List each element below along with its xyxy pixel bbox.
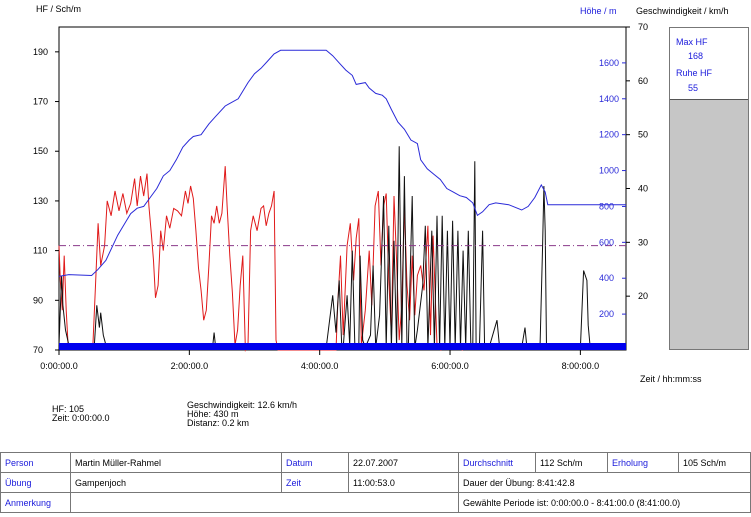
hoehe-tick-label: 600 (599, 237, 614, 247)
hf-tick-label: 70 (33, 345, 43, 355)
time-tick-label: 8:00:00.0 (562, 361, 600, 371)
ruhe-hf-value: 55 (688, 83, 699, 93)
table-row: Person Martin Müller-Rahmel Datum 22.07.… (0, 452, 751, 473)
hoehe-tick-label: 1600 (599, 58, 619, 68)
person-value[interactable]: Martin Müller-Rahmel (70, 452, 282, 473)
series-line-0 (58, 166, 464, 352)
hf-tick-label: 130 (33, 196, 48, 206)
time-tick-label: 0:00:00.0 (40, 361, 78, 371)
speed-tick-label: 40 (638, 184, 648, 194)
readout-zeit: Zeit: 0:00:00.0 (52, 413, 110, 423)
person-label: Person (0, 452, 71, 473)
speed-tick-label: 20 (638, 291, 648, 301)
readout-speed: Geschwindigkeit: 12.6 km/h (187, 400, 298, 410)
table-row: Anmerkung Gewählte Periode ist: 0:00:00.… (0, 492, 751, 513)
zeit-label: Zeit (281, 472, 349, 493)
hoehe-axis-label: Höhe / m (580, 6, 617, 16)
table-row: Übung Gampenjoch Zeit 11:00:53.0 Dauer d… (0, 472, 751, 493)
readout-distanz: Distanz: 0.2 km (187, 418, 250, 428)
speed-tick-label: 60 (638, 76, 648, 86)
datum-value[interactable]: 22.07.2007 (348, 452, 459, 473)
hf-tick-label: 150 (33, 146, 48, 156)
speed-tick-label: 50 (638, 130, 648, 140)
dauer-value: Dauer der Übung: 8:41:42.8 (458, 472, 751, 493)
hf-tick-label: 110 (33, 246, 47, 256)
time-tick-label: 6:00:00.0 (431, 361, 469, 371)
hf-tick-label: 190 (33, 47, 48, 57)
uebung-value[interactable]: Gampenjoch (70, 472, 282, 493)
time-tick-label: 2:00:00.0 (171, 361, 209, 371)
hf-summary-box: Max HF 168 Ruhe HF 55 (670, 28, 748, 100)
datum-label: Datum (281, 452, 349, 473)
hoehe-tick-label: 1000 (599, 166, 619, 176)
time-tick-label: 4:00:00.0 (301, 361, 339, 371)
speed-tick-label: 70 (638, 22, 648, 32)
hf-tick-label: 170 (33, 97, 48, 107)
max-hf-value: 168 (688, 51, 704, 61)
speed-tick-label: 30 (638, 237, 648, 247)
speed-axis-label: Geschwindigkeit / km/h (636, 6, 729, 16)
durchschnitt-value: 112 Sch/m (535, 452, 608, 473)
hf-summary-panel: Max HF 168 Ruhe HF 55 (669, 27, 749, 350)
anmerkung-label: Anmerkung (0, 492, 71, 513)
session-info-table: Person Martin Müller-Rahmel Datum 22.07.… (0, 452, 751, 513)
plot-frame (58, 26, 627, 351)
readout-hoehe: Höhe: 430 m (187, 409, 239, 419)
axes-group: 70 90 110 130 150 170 190 200 400 600 800 1000 1200 1… (33, 22, 648, 371)
hf-axis-label: HF / Sch/m (36, 4, 82, 14)
hoehe-tick-label: 1200 (599, 130, 619, 140)
ruhe-hf-label: Ruhe HF (676, 68, 713, 78)
time-axis-label: Zeit / hh:mm:ss (640, 374, 702, 384)
chart: 70 90 110 130 150 170 190 200 400 600 800 1000 1200 1… (33, 22, 648, 371)
readout-hf: HF: 105 (52, 404, 85, 414)
hoehe-tick-label: 1400 (599, 94, 619, 104)
hf-tick-label: 90 (33, 295, 43, 305)
zeit-value[interactable]: 11:00:53.0 (348, 472, 459, 493)
anmerkung-value[interactable] (70, 492, 459, 513)
durchschnitt-label: Durchschnitt (458, 452, 536, 473)
hoehe-tick-label: 200 (599, 309, 614, 319)
baseline-bar (59, 343, 626, 350)
erholung-value: 105 Sch/m (678, 452, 751, 473)
erholung-label: Erholung (607, 452, 679, 473)
hoehe-tick-label: 800 (599, 201, 614, 211)
periode-value: Gewählte Periode ist: 0:00:00.0 - 8:41:0… (458, 492, 751, 513)
series-line-2 (58, 49, 626, 277)
uebung-label: Übung (0, 472, 71, 493)
max-hf-label: Max HF (676, 37, 708, 47)
hoehe-tick-label: 400 (599, 273, 614, 283)
